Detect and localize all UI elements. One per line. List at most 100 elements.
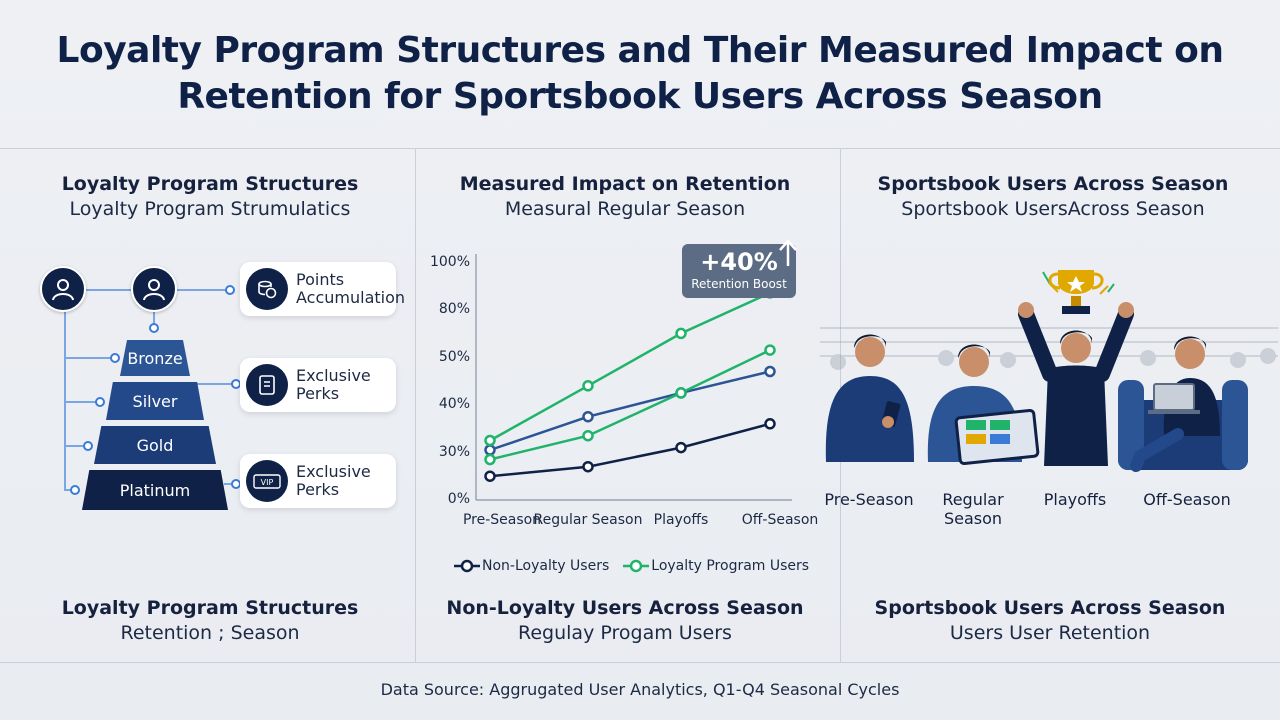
legend-marker-non-loyalty [454,559,480,573]
connector-line [194,383,240,385]
panel3-footer: Sportsbook Users Across Season Users Use… [840,596,1260,646]
x-tick-label: Playoffs [653,512,709,528]
user-avatar-icon [40,266,86,312]
vip-text: VIP [261,478,274,487]
retention-boost-badge: +40% Retention Boost [682,244,796,298]
arrow-up-icon [779,239,797,266]
gift-card-icon [246,364,288,406]
x-tick-label: Off-Season [741,512,819,528]
panel1-foot-title: Loyalty Program Structures [61,597,359,619]
tier-platinum-label: Platinum [119,480,191,500]
panel2-foot-subtitle: Regulay Progam Users [518,622,732,644]
tier-bronze-label: Bronze [127,348,183,368]
feature-card-points: Points Accumulation [240,262,405,316]
y-tick-label: 80% [438,301,470,317]
legend-marker-loyalty [623,559,650,573]
series-point-1 [582,410,594,423]
feature-card-line2: Perks [296,480,340,499]
y-tick-label: 50% [438,349,470,365]
feature-card-line1: Exclusive [296,366,371,385]
series-point-2 [764,344,776,356]
series-line-3 [489,291,771,442]
series-line-1 [489,370,771,452]
season-label-pre: Pre-Season [824,490,914,509]
panel3-foot-subtitle: Users User Retention [949,622,1151,644]
series-point-3 [675,327,687,340]
panel1-foot-subtitle: Retention ; Season [120,622,300,644]
data-source-note: Data Source: Aggrugated User Analytics, … [380,680,900,699]
bottom-divider [0,662,1280,663]
y-tick-label: 30% [438,444,470,460]
x-tick-label: Regular Season [533,512,643,528]
series-point-3 [484,434,496,447]
x-tick-label: Pre-Season [462,512,542,528]
season-label-playoffs: Playoffs [1043,490,1107,509]
season-label-regular: Regular Season [942,490,1004,528]
panel3-subtitle: Sportsbook UsersAcross Season [901,198,1205,220]
tier-gold-label: Gold [136,435,174,455]
feature-card-line2: Accumulation [296,288,406,307]
connector-line [176,289,232,291]
connector-line [64,445,88,447]
series-point-0 [582,460,594,473]
tier-gold: Gold [94,426,216,464]
series-line-0 [489,422,771,478]
coins-icon [246,268,288,310]
panel2-header: Measured Impact on Retention Measural Re… [415,172,835,222]
y-tick-label: 100% [429,254,470,270]
tier-platinum: Platinum [82,470,228,510]
series-point-1 [764,365,776,378]
connector-line [153,312,155,326]
page-title: Loyalty Program Structures and Their Mea… [56,30,1224,117]
tier-silver-label: Silver [132,391,178,411]
connector-dot [95,397,105,407]
panel2-subtitle: Measural Regular Season [504,198,746,220]
connector-dot [149,323,159,333]
panel1-subtitle: Loyalty Program Strumulatics [69,198,351,220]
legend-label-loyalty: Loyalty Program Users [651,558,810,574]
user-avatar-icon [131,266,177,312]
panel1-title: Loyalty Program Structures [61,173,359,195]
panel3-foot-title: Sportsbook Users Across Season [874,597,1226,619]
connector-line [86,289,132,291]
tier-silver: Silver [106,382,204,420]
fans-illustration [820,270,1278,472]
connector-dot [83,441,93,451]
panel2-foot-title: Non-Loyalty Users Across Season [446,597,804,619]
series-point-0 [675,441,687,454]
chart-legend: Non-Loyalty Users Loyalty Program Users [454,558,809,574]
panel1-footer: Loyalty Program Structures Retention ; S… [0,596,420,646]
connector-dot [110,353,120,363]
fan-pre-season [825,334,914,462]
top-divider [0,148,1280,149]
series-point-0 [764,418,776,430]
panel3-title: Sportsbook Users Across Season [877,173,1229,195]
connector-line [64,357,114,359]
series-point-2 [582,429,594,442]
legend-label-non-loyalty: Non-Loyalty Users [482,558,610,574]
series-line-2 [489,348,771,461]
fan-regular-season [927,344,1040,466]
series-point-2 [675,387,687,399]
series-point-0 [484,470,496,482]
vip-ticket-icon: VIP [246,460,288,502]
connector-dot [225,285,235,295]
series-point-3 [582,380,594,392]
feature-card-perks: Exclusive Perks [240,358,396,412]
fan-off-season [1118,336,1248,472]
season-label-off: Off-Season [1143,490,1231,509]
y-tick-label: 40% [438,396,470,412]
badge-label: Retention Boost [691,277,787,291]
column-divider-1 [415,148,416,662]
badge-value: +40% [700,248,778,276]
panel2-footer: Non-Loyalty Users Across Season Regulay … [415,596,835,646]
y-tick-label: 0% [447,491,470,507]
feature-card-line1: Points [296,270,345,289]
feature-card-line2: Perks [296,384,340,403]
connector-line [64,401,98,403]
fan-playoffs [1018,270,1134,466]
tier-bronze: Bronze [120,340,190,376]
panel3-header: Sportsbook Users Across Season Sportsboo… [843,172,1263,222]
series-point-2 [484,453,496,466]
